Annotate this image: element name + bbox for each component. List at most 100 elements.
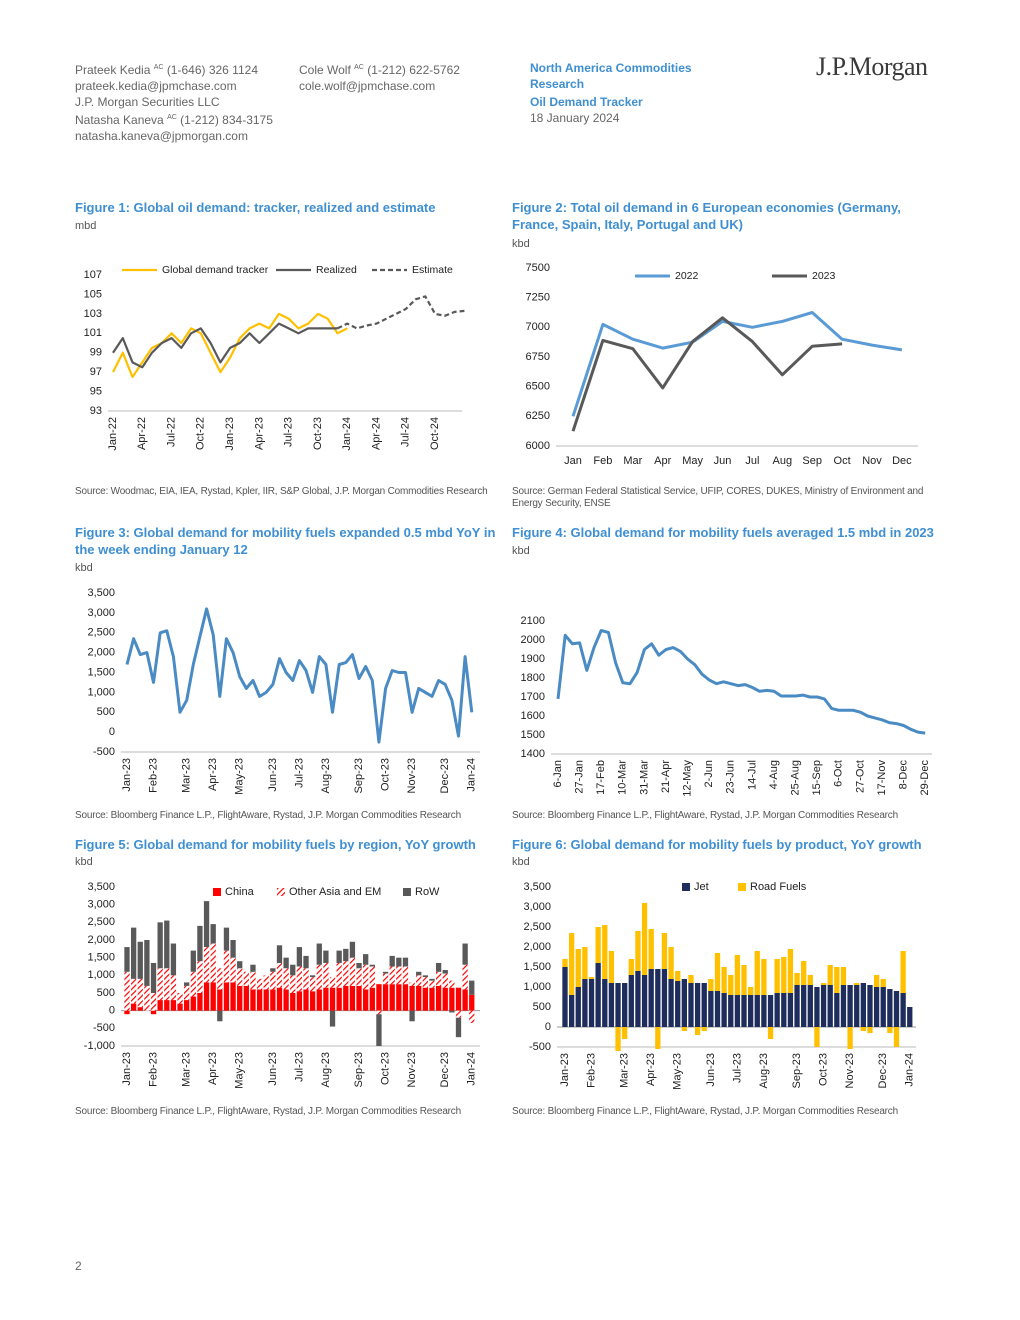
x-tick-label: Aug-23 [320, 758, 332, 793]
bar-segment [880, 979, 886, 987]
bar-segment [210, 924, 216, 944]
bar-segment [568, 995, 575, 1027]
y-tick-label: 1,000 [523, 981, 551, 993]
x-tick-label: 27-Jan [574, 760, 586, 794]
bar-segment [250, 964, 256, 972]
bar-segment [170, 975, 177, 1001]
legend-label: Global demand tracker [162, 264, 269, 276]
x-tick-label: Jul-23 [293, 758, 305, 788]
bar-segment [402, 984, 409, 1011]
x-tick-label: 21-Apr [660, 760, 672, 793]
bar-segment [349, 985, 356, 1011]
bar-segment [223, 927, 230, 951]
x-tick-label: May-23 [234, 758, 246, 795]
x-tick-label: 12-May [682, 760, 694, 797]
bar-segment [741, 965, 747, 995]
logo: J.P.Morgan [816, 52, 928, 81]
bar-segment [376, 984, 382, 1011]
bar-segment [455, 1010, 462, 1018]
unit-label: kbd [75, 856, 93, 868]
y-tick-label: 7500 [526, 262, 550, 274]
bar-segment [807, 975, 813, 985]
x-tick-label: 17-Nov [876, 760, 888, 796]
bar-segment [469, 1010, 475, 1024]
legend-label: Realized [316, 264, 357, 276]
bar-segment [409, 1010, 415, 1022]
x-tick-label: 15-Sep [811, 760, 823, 795]
bar-segment [880, 987, 886, 1027]
bar-segment [588, 977, 595, 979]
bar-segment [217, 989, 223, 1011]
y-tick-label: 7000 [526, 321, 550, 333]
x-tick-label: Feb-23 [585, 1053, 597, 1088]
bar-segment [389, 984, 395, 1011]
x-tick-label: Dec [892, 455, 912, 467]
x-tick-label: Jan [564, 455, 582, 467]
bar-segment [303, 955, 309, 969]
bar-segment [230, 982, 236, 1011]
bar-segment [575, 987, 581, 1027]
x-tick-label: Apr-23 [253, 417, 265, 450]
x-tick-label: Oct-22 [195, 417, 207, 450]
bar-segment [814, 1027, 820, 1047]
bar-segment [316, 943, 322, 965]
y-tick-label: 500 [97, 706, 115, 718]
y-tick-label: 1400 [521, 748, 545, 760]
bar-segment [701, 983, 707, 1027]
y-tick-label: -1,000 [84, 1040, 115, 1052]
bar-segment [655, 969, 661, 1027]
bar-segment [449, 987, 455, 1011]
source-note: Source: German Federal Statistical Servi… [512, 486, 924, 509]
figure-title: Figure 3: Global demand for mobility fue… [75, 525, 496, 557]
bar-segment [873, 987, 880, 1027]
bar-segment [435, 962, 442, 972]
bar-segment [416, 985, 422, 1011]
bar-segment [435, 971, 442, 986]
bar-segment [794, 985, 800, 1027]
bar-segment [714, 991, 721, 1027]
bar-segment [615, 983, 621, 1027]
bar-segment [834, 993, 840, 1027]
bar-segment [177, 1003, 183, 1011]
x-tick-label: 27-Oct [854, 760, 866, 793]
x-tick-label: 23-Jun [725, 760, 737, 794]
x-tick-label: 25-Aug [790, 760, 802, 795]
y-tick-label: 3,000 [523, 901, 551, 913]
y-tick-label: 1900 [521, 653, 545, 665]
figure-title: Figure 1: Global oil demand: tracker, re… [75, 200, 436, 215]
bar-segment [608, 951, 615, 983]
legend-label: 2022 [675, 270, 699, 282]
bar-segment [648, 969, 654, 1027]
figure-title: Figure 5: Global demand for mobility fue… [75, 837, 476, 852]
x-tick-label: Nov-23 [406, 1052, 418, 1087]
x-tick-label: Jan-24 [466, 758, 478, 792]
bar-segment [827, 965, 833, 985]
bar-segment [389, 966, 395, 985]
bar-segment [203, 982, 210, 1011]
bar-segment [728, 975, 734, 995]
bar-segment [469, 994, 475, 1011]
legend-swatch [277, 888, 285, 896]
bar-segment [369, 966, 375, 988]
y-tick-label: 7250 [526, 292, 550, 304]
bar-segment [150, 962, 157, 993]
bar-segment [820, 983, 827, 985]
bar-segment [290, 964, 296, 976]
bar-segment [164, 968, 170, 1001]
bar-segment [708, 991, 714, 1027]
bar-segment [349, 941, 356, 958]
bar-segment [336, 962, 342, 988]
source-note: Source: Bloomberg Finance L.P., FlightAw… [75, 1106, 461, 1117]
bar-segment [840, 985, 847, 1027]
x-tick-label: May [682, 455, 703, 467]
bar-segment [628, 959, 634, 975]
bar-segment [442, 970, 448, 974]
bar-segment [887, 1027, 893, 1033]
bar-segment [568, 933, 575, 995]
bar-segment [449, 1010, 455, 1013]
x-tick-label: Mar-23 [619, 1053, 631, 1088]
bar-segment [429, 987, 435, 1011]
x-tick-label: Sep-23 [791, 1053, 803, 1088]
analyst-sup: AC [167, 114, 177, 121]
